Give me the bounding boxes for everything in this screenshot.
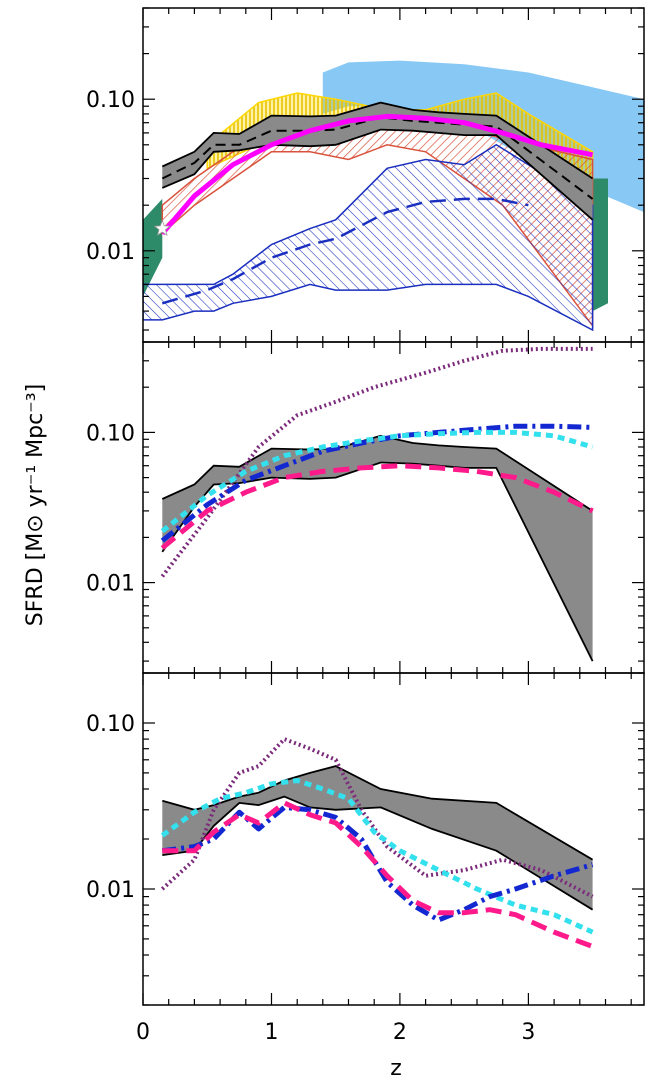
band-6 — [143, 143, 594, 332]
grey-band-upper-edge — [162, 765, 594, 861]
plot-area — [160, 346, 594, 662]
x-tick-label: 2 — [393, 1020, 407, 1045]
series-line-dotted-cyan — [160, 429, 594, 534]
series-line-dotted-cyan — [160, 778, 594, 935]
y-tick-label: 0.01 — [86, 240, 135, 265]
grey-band-lower-edge — [161, 128, 594, 221]
y-axis-title: SFRD [M⊙ yr⁻¹ Mpc⁻³] — [23, 384, 48, 626]
plot-area — [143, 60, 644, 332]
band-3 — [592, 178, 608, 312]
series-line-solid-magenta — [160, 113, 594, 236]
grey-band-upper-edge — [161, 101, 594, 180]
x-tick-label: 3 — [521, 1020, 535, 1045]
y-tick-label: 0.10 — [86, 88, 135, 113]
y-axis-ticks — [142, 7, 644, 342]
series-line-dashdot-blue — [161, 804, 594, 923]
panel-frame — [142, 672, 645, 1006]
y-tick-label: 0.01 — [86, 878, 135, 903]
star-marker — [153, 219, 171, 237]
panel-top: 0.01 0.10 — [86, 7, 645, 343]
panel-middle: 0.01 0.10 — [86, 341, 645, 674]
grey-band-lower-edge — [162, 795, 594, 911]
series-line-dashed-pink — [162, 800, 594, 949]
panel-bottom: 0.01 0.10 0 1 2 3 — [86, 672, 645, 1045]
y-tick-label: 0.10 — [86, 712, 135, 737]
y-tick-label: 0.01 — [86, 572, 135, 597]
plot-area — [160, 737, 594, 949]
y-axis-ticks — [142, 341, 644, 673]
x-tick-label: 0 — [136, 1020, 150, 1045]
series-line-dotted-purple — [160, 737, 594, 899]
y-tick-label: 0.10 — [86, 421, 135, 446]
y-axis-ticks — [142, 672, 644, 1006]
band-2 — [143, 198, 163, 297]
grey-band — [162, 766, 593, 910]
x-tick-label: 1 — [265, 1020, 279, 1045]
x-axis-title: z — [390, 1056, 402, 1081]
